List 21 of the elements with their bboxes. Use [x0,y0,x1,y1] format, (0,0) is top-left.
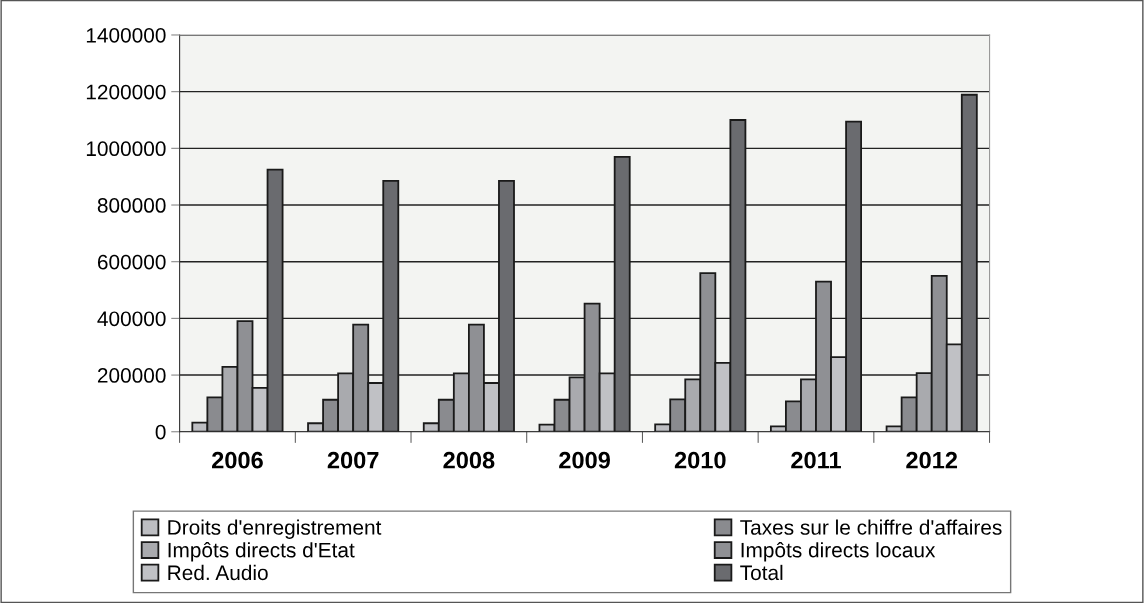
y-tick-label: 1400000 [86,27,166,43]
legend-label: Taxes sur le chiffre d'affaires [740,519,1002,535]
x-tick-label: 2010 [674,451,726,469]
y-tick-label: 600000 [97,254,166,270]
y-tick-label: 400000 [97,311,166,327]
legend-label: Red. Audio [168,564,268,581]
legend-label: Total [740,564,783,581]
y-tick-label: 800000 [97,198,166,213]
x-tick-label: 2007 [327,451,379,469]
x-tick-label: 2011 [791,451,841,469]
y-tick-label: 0 [155,424,166,440]
legend-label: Impôts directs d'Etat [168,542,355,562]
x-tick-label: 2012 [906,451,958,469]
x-tick-label: 2009 [559,451,610,469]
y-tick-label: 1000000 [86,141,166,157]
y-tick-label: 200000 [97,368,166,383]
x-tick-label: 2006 [212,451,263,469]
legend-label: Impôts directs locaux [741,542,936,562]
x-tick-label: 2008 [443,451,495,469]
y-tick-label: 1200000 [86,84,166,100]
legend-label: Droits d'enregistrement [168,519,382,539]
